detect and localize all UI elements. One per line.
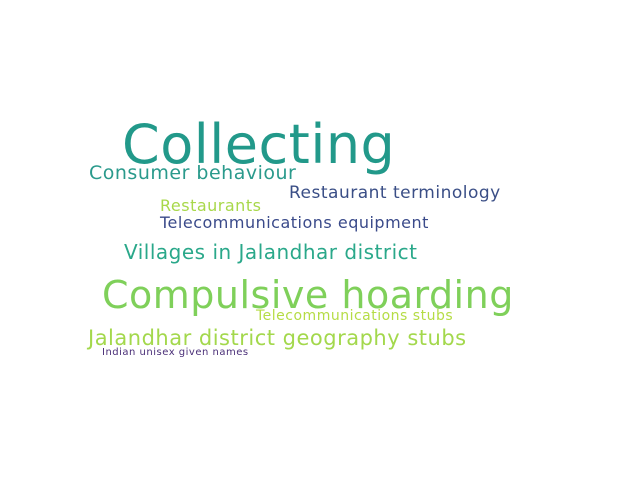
word-telecommunications-equipment: Telecommunications equipment bbox=[160, 213, 429, 232]
word-restaurants: Restaurants bbox=[160, 196, 262, 215]
word-consumer-behaviour: Consumer behaviour bbox=[89, 162, 297, 184]
word-restaurant-terminology: Restaurant terminology bbox=[289, 183, 501, 203]
word-villages-in-jalandhar-district: Villages in Jalandhar district bbox=[124, 240, 418, 264]
word-compulsive-hoarding: Compulsive hoarding bbox=[102, 273, 514, 317]
word-collecting: Collecting bbox=[122, 113, 396, 176]
word-jalandhar-district-geography-stubs: Jalandhar district geography stubs bbox=[88, 326, 467, 350]
word-indian-unisex-given-names: Indian unisex given names bbox=[102, 347, 249, 358]
word-telecommunications-stubs: Telecommunications stubs bbox=[256, 308, 454, 324]
